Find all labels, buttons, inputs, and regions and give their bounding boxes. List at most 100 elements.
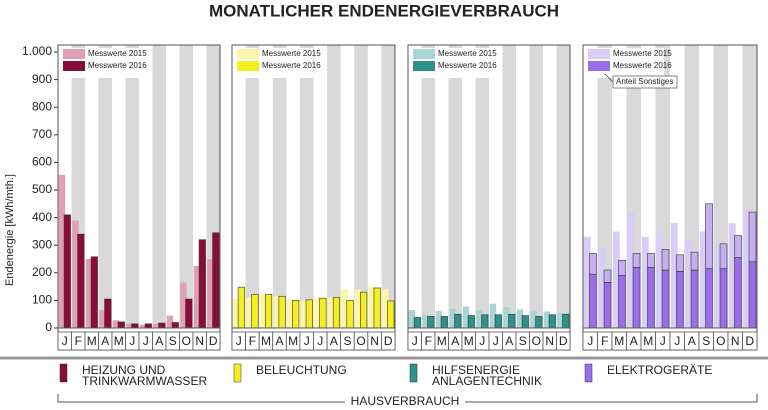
- bar: [516, 309, 524, 328]
- stripe: [245, 45, 260, 328]
- bar: [171, 322, 179, 329]
- bar: [112, 320, 120, 328]
- bar: [699, 231, 707, 328]
- caption: BELEUCHTUNG: [256, 363, 347, 377]
- bar: [237, 286, 245, 329]
- x-tick-label: A: [330, 334, 338, 348]
- x-tick-label: J: [236, 334, 242, 348]
- caption: ANLAGENTECHNIK: [432, 374, 542, 388]
- x-tick-label: O: [716, 334, 725, 348]
- caption-swatch: [409, 363, 418, 383]
- caption-swatch: [59, 363, 68, 383]
- y-tick-label: 800: [32, 99, 52, 113]
- bar: [332, 297, 341, 329]
- bar: [292, 300, 300, 329]
- bar: [494, 314, 502, 329]
- stripe: [327, 45, 341, 328]
- legend-label: Messwerte 2016: [262, 61, 321, 70]
- stripe: [502, 45, 516, 328]
- legend-label: Messwerte 2016: [613, 61, 672, 70]
- bar: [728, 223, 736, 328]
- bar: [198, 239, 206, 329]
- legend-swatch: [63, 49, 85, 59]
- x-tick-label: J: [143, 334, 149, 348]
- caption: HEIZUNG UND: [82, 363, 166, 377]
- bar: [481, 314, 489, 329]
- bar: [387, 300, 395, 329]
- caption: TRINKWARMWASSER: [82, 374, 207, 388]
- stripe: [354, 45, 368, 328]
- bar: [743, 209, 751, 328]
- caption-swatch: [233, 363, 242, 383]
- bar: [589, 273, 597, 329]
- x-tick-label: A: [505, 334, 513, 348]
- y-tick-label: 600: [32, 155, 52, 169]
- x-tick-label: M: [87, 334, 97, 348]
- footer-bg: [345, 396, 465, 408]
- bar: [440, 316, 448, 329]
- x-tick-label: A: [101, 334, 109, 348]
- legend-label: Messwerte 2016: [438, 61, 497, 70]
- bar: [85, 259, 93, 328]
- bar: [72, 220, 79, 328]
- bar: [632, 253, 641, 268]
- caption: HILFSENERGIE: [432, 363, 520, 377]
- x-tick-label: M: [464, 334, 474, 348]
- y-axis-label: Endenergie [kWh/mth.]: [4, 174, 16, 286]
- bar: [489, 303, 497, 328]
- bar: [685, 239, 693, 328]
- bar: [126, 323, 133, 328]
- bar: [618, 275, 626, 329]
- bar: [647, 253, 655, 268]
- legend-swatch: [588, 61, 610, 71]
- bar: [719, 268, 728, 329]
- bar: [185, 298, 193, 329]
- bar: [690, 269, 699, 329]
- x-tick-label: N: [545, 334, 554, 348]
- bar: [360, 291, 368, 329]
- bar: [413, 317, 421, 329]
- x-tick-label: O: [356, 334, 365, 348]
- bar: [435, 310, 443, 328]
- bar: [714, 245, 722, 328]
- x-tick-label: M: [261, 334, 271, 348]
- legend-label: Messwerte 2015: [613, 49, 672, 58]
- x-tick-label: M: [114, 334, 124, 348]
- x-tick-label: J: [587, 334, 593, 348]
- x-tick-label: S: [702, 334, 710, 348]
- bar: [462, 306, 470, 328]
- bar: [354, 289, 362, 328]
- bar: [314, 297, 321, 328]
- bar: [246, 297, 253, 328]
- bar: [273, 296, 280, 328]
- stripe: [152, 45, 166, 328]
- y-tick-label: 900: [32, 72, 52, 86]
- stripe: [299, 45, 314, 328]
- callout-line: [604, 73, 614, 83]
- bar: [705, 203, 713, 269]
- bar: [341, 289, 348, 328]
- bar: [139, 324, 147, 328]
- x-tick-label: A: [688, 334, 696, 348]
- bar: [603, 269, 612, 283]
- bar: [670, 223, 678, 328]
- bar: [327, 297, 335, 328]
- month-cell: [381, 331, 396, 351]
- x-tick-label: J: [317, 334, 323, 348]
- x-tick-label: N: [370, 334, 379, 348]
- bar: [319, 297, 327, 329]
- bar: [212, 232, 220, 329]
- caption: ELEKTROGERÄTE: [607, 363, 712, 377]
- x-tick-label: J: [304, 334, 310, 348]
- bar: [598, 247, 606, 328]
- month-cell: [742, 331, 758, 351]
- bar: [562, 313, 570, 329]
- bar: [521, 315, 529, 329]
- callout-box: [612, 75, 678, 89]
- bar: [548, 314, 556, 329]
- bar: [153, 323, 160, 328]
- stripe: [381, 45, 395, 328]
- bar: [232, 299, 240, 328]
- x-tick-label: A: [155, 334, 163, 348]
